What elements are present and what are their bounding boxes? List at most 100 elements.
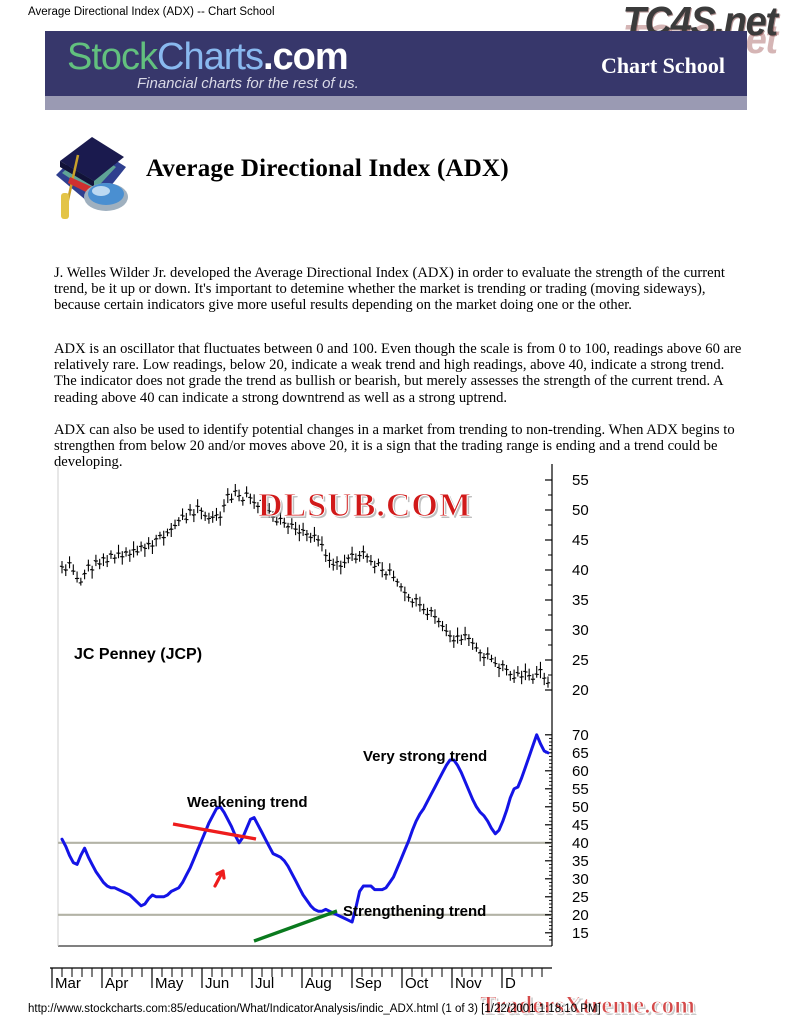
ohlc-bar [108,550,114,559]
adx-axis-tick: 25 [572,889,589,906]
ohlc-bar [146,537,151,550]
ohlc-bar [462,626,468,641]
price-axis-tick: 50 [572,502,589,519]
annotation-very-strong-trend: Very strong trend [363,748,487,765]
x-axis-month-label: D [505,975,516,992]
adx-axis-tick: 65 [572,745,589,762]
ohlc-bar [345,554,351,564]
adx-axis-tick: 70 [572,727,589,744]
ohlc-bar [97,558,102,570]
logo-text-charts: Charts [157,36,264,78]
adx-axis-tick: 55 [572,781,589,798]
ohlc-bar [165,528,170,537]
ohlc-bar [217,511,223,526]
ohlc-bar [236,489,242,502]
ohlc-bar [470,638,475,650]
ohlc-bar [67,556,72,569]
tradersxtreme-watermark: TradersXtreme.com [480,992,696,1020]
ohlc-bar [180,508,185,521]
ohlc-bar [361,545,366,559]
ohlc-bar [534,665,539,678]
stockcharts-logo[interactable]: StockCharts.com [67,36,349,79]
ohlc-bar [421,603,426,615]
ohlc-bar [481,653,487,667]
x-axis-month-label: Apr [105,975,128,992]
ohlc-bar [508,670,513,681]
ohlc-bar [191,509,196,523]
ohlc-bar [293,521,298,536]
ohlc-bar [500,660,505,672]
ohlc-bar [112,554,117,564]
ohlc-bar [526,668,532,681]
ohlc-bar [202,511,208,521]
price-series-label: JC Penney (JCP) [74,646,202,663]
ohlc-bar [285,522,291,535]
strengthening-trendline [253,909,338,943]
site-banner: StockCharts.com Financial charts for the… [45,31,747,96]
ohlc-bar [327,552,332,568]
ohlc-bar [74,571,80,583]
ohlc-bar [172,519,178,530]
x-axis-month-label: Jul [255,975,274,992]
x-axis-month-label: Sep [355,975,382,992]
ohlc-bar [225,488,230,504]
ohlc-bar [451,635,456,648]
ohlc-bar [496,663,502,678]
ohlc-bar [425,607,430,621]
dlsub-watermark: DLSUB.COM [258,487,472,525]
x-axis-month-label: Jun [205,975,229,992]
ohlc-bar [368,554,374,566]
x-axis-month-label: Nov [455,975,482,992]
price-axis-tick: 20 [572,682,589,699]
price-axis-tick: 45 [572,532,589,549]
price-axis-tick: 35 [572,592,589,609]
ohlc-bar [63,564,68,577]
ohlc-bar [282,517,287,528]
ohlc-bar [489,654,494,663]
ohlc-bar [364,553,370,563]
ohlc-bar [493,656,498,667]
ohlc-bar [153,534,159,547]
ohlc-bar [210,511,215,523]
ohlc-bar [334,556,340,570]
ohlc-bar [395,578,400,587]
ohlc-bar [82,569,87,580]
ohlc-bar [120,551,125,565]
ohlc-bar [278,512,283,525]
ohlc-bar [542,672,547,686]
ohlc-bar [206,512,212,524]
ohlc-bar [429,606,434,617]
ohlc-bar [59,561,65,574]
x-axis-month-label: Aug [305,975,332,992]
ohlc-bar [455,627,460,644]
ohlc-bar [187,504,193,516]
ohlc-bar [221,499,227,513]
ohlc-bar [176,517,181,527]
ohlc-bar [315,535,321,547]
ohlc-bar [338,560,343,575]
site-tagline: Financial charts for the rest of us. [137,75,359,92]
adx-axis-tick: 35 [572,853,589,870]
red-arrow-icon [213,869,226,888]
adx-axis-tick: 30 [572,871,589,888]
ohlc-bar [443,623,449,637]
weakening-trendline [172,822,257,841]
paragraph-1: J. Welles Wilder Jr. developed the Avera… [54,264,725,314]
ohlc-bar [436,617,441,628]
ohlc-bar [530,673,536,684]
logo-text-stock: Stock [67,36,158,78]
ohlc-bar [379,562,385,578]
ohlc-bar [402,586,407,602]
ohlc-bar [357,550,362,562]
ohlc-bar [319,536,325,552]
ohlc-bar [267,503,272,518]
ohlc-bar [342,554,347,568]
ohlc-bar [199,507,204,520]
ohlc-bar [459,634,464,645]
price-axis-tick: 25 [572,652,589,669]
x-axis-month-label: Oct [405,975,429,992]
adx-axis-tick: 45 [572,817,589,834]
ohlc-bar [515,666,520,677]
ohlc-bar [78,577,83,586]
ohlc-bar [157,531,163,540]
